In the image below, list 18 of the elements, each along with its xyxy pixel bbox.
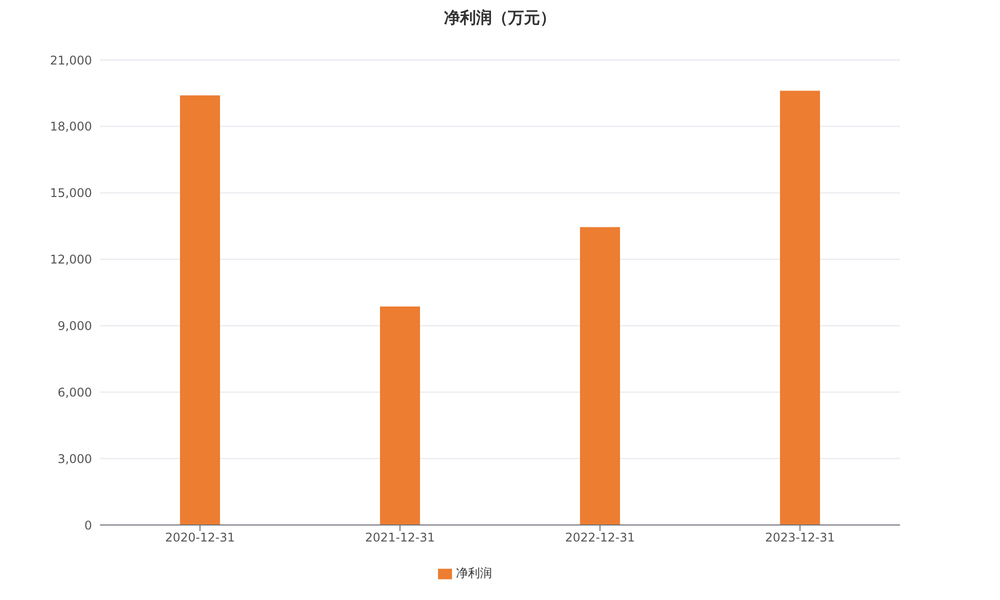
y-tick-label: 15,000 <box>50 186 92 200</box>
bar <box>380 306 420 525</box>
legend-label: 净利润 <box>456 566 492 580</box>
bar <box>180 95 220 525</box>
chart-title: 净利润（万元） <box>443 8 557 29</box>
x-tick-label: 2020-12-31 <box>165 530 235 545</box>
y-tick-label: 0 <box>84 518 92 532</box>
y-tick-label: 6,000 <box>58 385 92 400</box>
x-tick-label: 2022-12-31 <box>565 530 635 545</box>
y-tick-label: 9,000 <box>58 318 92 333</box>
y-tick-label: 12,000 <box>50 252 92 267</box>
y-tick-label: 21,000 <box>50 53 92 68</box>
bar <box>580 227 620 525</box>
bar <box>780 90 820 525</box>
y-tick-label: 18,000 <box>50 120 92 134</box>
x-tick-label: 2023-12-31 <box>765 530 835 545</box>
y-tick-label: 3,000 <box>58 452 92 466</box>
x-tick-label: 2021-12-31 <box>365 530 435 545</box>
